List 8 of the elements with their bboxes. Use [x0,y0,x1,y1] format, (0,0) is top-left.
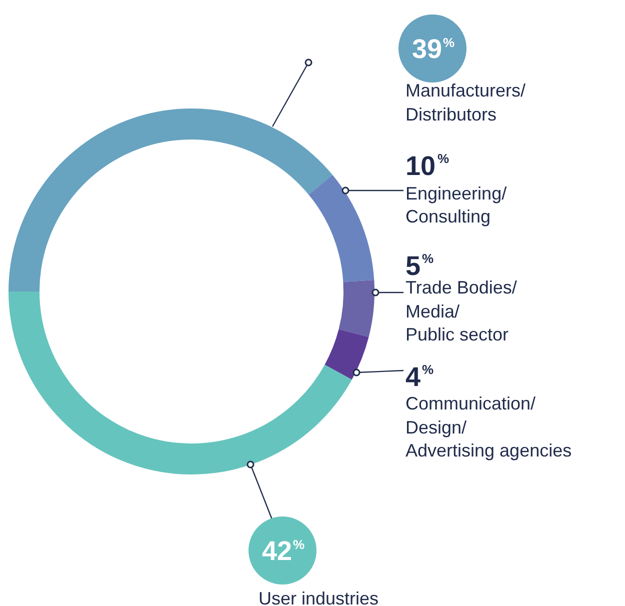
slice-label: User industries [258,588,379,606]
data-label: 39% [412,34,455,64]
slice-label: Manufacturers/ Distributors [406,80,526,124]
data-label: 4% [406,362,434,392]
slice-label: Communication/ Design/ Advertising agencies [406,394,572,460]
slice-label: Engineering/ Consulting [406,184,507,226]
data-label: 10% [406,151,450,181]
data-label: 42% [262,536,305,566]
